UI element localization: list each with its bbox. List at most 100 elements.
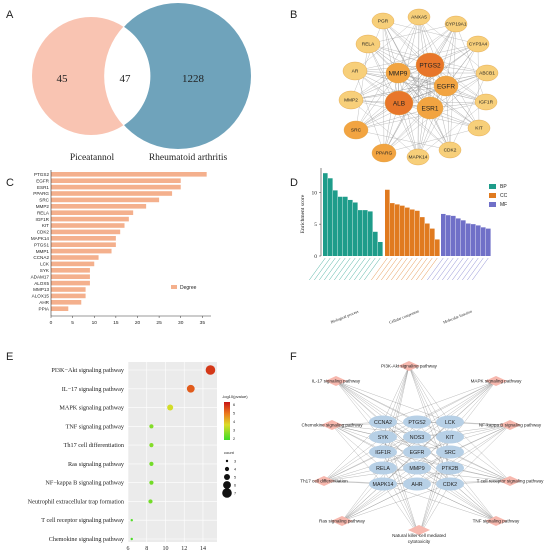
kegg-point-nf-kappa-b-signaling-pathway (149, 480, 154, 485)
gene-node-label: EGFR (410, 450, 425, 456)
go-bar-bp (328, 178, 333, 256)
ppi-node-label: CYP19A1 (445, 22, 466, 28)
kegg-pathway-label: Th17 cell differentiation (64, 442, 124, 449)
panel-label-a: A (6, 9, 14, 21)
panel-label-d: D (290, 177, 298, 189)
venn-left-count: 45 (57, 73, 69, 85)
go-bar-mf (461, 220, 466, 256)
kegg-pathway-label: Ras signaling pathway (68, 461, 125, 468)
ppi-node-label: ABCB1 (479, 71, 495, 77)
go-y-tick-label: 0 (314, 254, 317, 260)
go-bar-bp (323, 173, 328, 256)
kegg-point-neutrophil-extracellular-trap-formation (148, 499, 153, 504)
ppi-node-label: PGR (378, 19, 389, 25)
pathway-node-ras-signaling-pathway: Ras signaling pathway (319, 516, 366, 526)
gene-node-shape (436, 445, 464, 459)
pathway-node-label: PI3K-Akt signaling pathway (381, 364, 438, 369)
ppi-node-ar: AR (342, 61, 368, 81)
go-bar-cc (420, 217, 425, 256)
ppi-node-shape (467, 119, 491, 137)
ppi-network: PGR ANXA5 CYP19A1 CYP3A4 ABCB1 IGF1R KIT CDK2 MA… (338, 8, 499, 166)
kegg-color-tick-label: 6 (233, 403, 235, 407)
go-term-label (314, 257, 331, 281)
go-group-label-molecular-function: Molecular function (442, 309, 472, 325)
gene-node-shape (436, 461, 464, 475)
pathway-gene-edge (323, 436, 418, 482)
gene-node-mapk14: MAPK14 (369, 477, 397, 491)
kegg-point-th17-cell-differentiation (149, 443, 154, 448)
kegg-point-ras-signaling-pathway (149, 461, 154, 466)
ppi-edge (417, 16, 420, 158)
gene-node-ccna2: CCNA2 (369, 415, 397, 429)
pathway-node-label: Th17 cell differentiation (300, 479, 348, 484)
ppi-edge (382, 20, 385, 154)
pathway-gene-edge (382, 380, 497, 423)
degree-category-label: EGFR (36, 178, 49, 183)
ppi-node-abcb1: ABCB1 (475, 64, 499, 82)
pathway-node-shape (485, 516, 507, 526)
kegg-plot-area (128, 362, 217, 542)
kegg-size-legend-dot (224, 466, 230, 472)
go-bar-cc (390, 203, 395, 256)
go-term-label (432, 257, 449, 281)
ppi-edge (398, 16, 420, 104)
gene-node-egfr: EGFR (403, 445, 431, 459)
ppi-node-mapk14: MAPK14 (406, 148, 430, 166)
ppi-node-label: MMP9 (389, 70, 408, 77)
pathway-node-shape (325, 376, 347, 386)
degree-legend-label: Degree (180, 285, 197, 291)
go-bar-mf (446, 215, 451, 256)
degree-bar-ppia (51, 306, 69, 312)
venn-right-label: Rheumatoid arthritis (149, 153, 228, 163)
pathway-gene-edge (382, 380, 497, 485)
kegg-pathway-label: TNF signaling pathway (66, 423, 125, 430)
degree-bar-rela (51, 210, 134, 216)
ppi-edge (449, 72, 488, 151)
kegg-size-tick-label: 6 (234, 484, 236, 488)
ppi-edge (367, 23, 457, 45)
go-term-label (462, 257, 479, 281)
ppi-edge (383, 85, 447, 154)
kegg-size-tick-label: 5 (234, 476, 236, 480)
pathway-gene-edge (331, 424, 451, 469)
pathway-node-label: IL-17 signaling pathway (312, 379, 361, 384)
kegg-point-tnf-signaling-pathway (149, 424, 154, 429)
go-bar-bp (348, 199, 353, 256)
ppi-edge (350, 64, 431, 101)
degree-category-label: PTGS1 (34, 242, 50, 247)
pathway-gene-edge (335, 380, 418, 423)
pathway-gene-edge (382, 380, 497, 438)
gene-node-ahr: AHR (403, 477, 431, 491)
degree-x-tick-label: 30 (178, 320, 184, 326)
ppi-node-shape (466, 35, 490, 53)
go-term-label (442, 257, 459, 281)
panel-label-b: B (290, 9, 297, 21)
pathway-node-label: T cell receptor signaling pathway (477, 479, 545, 484)
degree-bar-alox15 (51, 293, 86, 299)
venn-right-count: 1228 (182, 73, 205, 85)
gene-node-shape (436, 477, 464, 491)
go-bar-cc (395, 204, 400, 256)
go-legend-label-mf: MF (500, 202, 507, 208)
go-term-label (386, 257, 403, 281)
gene-node-shape (369, 477, 397, 491)
degree-bar-lck (51, 261, 95, 267)
panel-label-f: F (290, 351, 297, 363)
pathway-gene-edge (416, 424, 511, 469)
ppi-node-label: MAPK14 (409, 155, 428, 161)
ppi-node-shape (384, 90, 414, 116)
degree-category-label: ADAM17 (31, 274, 50, 279)
kegg-size-tick-label: 7 (234, 492, 236, 496)
kegg-pathway-label: Neutrophil extracellular trap formation (28, 498, 124, 505)
go-term-label (319, 257, 336, 281)
gene-node-nos3: NOS3 (403, 430, 431, 444)
ppi-edge (429, 43, 479, 109)
pathway-node-label: TNF signaling pathway (473, 519, 520, 524)
go-bar-bp (343, 196, 348, 256)
go-term-label (437, 257, 454, 281)
kegg-point-mapk-signaling-pathway (167, 404, 174, 411)
go-term-label (427, 257, 444, 281)
ppi-edge (445, 23, 457, 87)
gene-node-shape (369, 445, 397, 459)
venn-overlap-region (104, 26, 151, 126)
